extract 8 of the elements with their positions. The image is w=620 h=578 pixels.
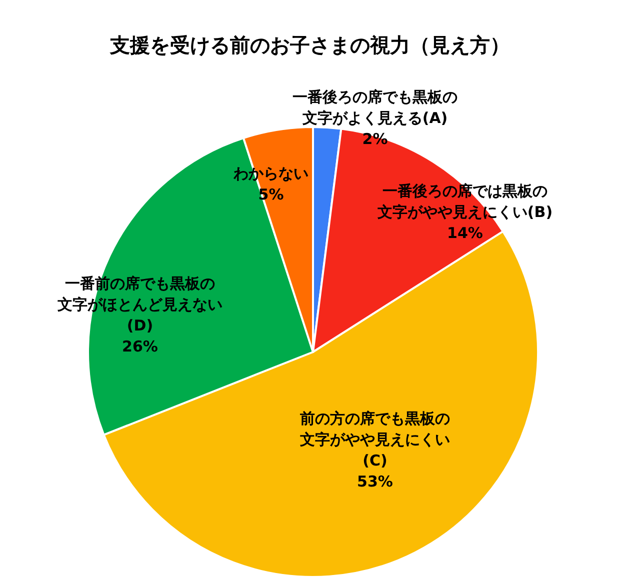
data-label: 2% [362, 130, 388, 148]
chart-title: 支援を受ける前のお子さまの視力（見え方） [109, 33, 510, 57]
data-label: 53% [357, 472, 393, 490]
slice-label: 前の方の席でも黒板の文字がやや見えにくい(C) [299, 410, 450, 470]
slice-label: 一番後ろの席でも黒板の文字がよく見える(A) [292, 88, 458, 127]
slice-label: わからない [232, 164, 308, 182]
data-label: 26% [122, 338, 158, 356]
data-label: 14% [447, 224, 483, 242]
